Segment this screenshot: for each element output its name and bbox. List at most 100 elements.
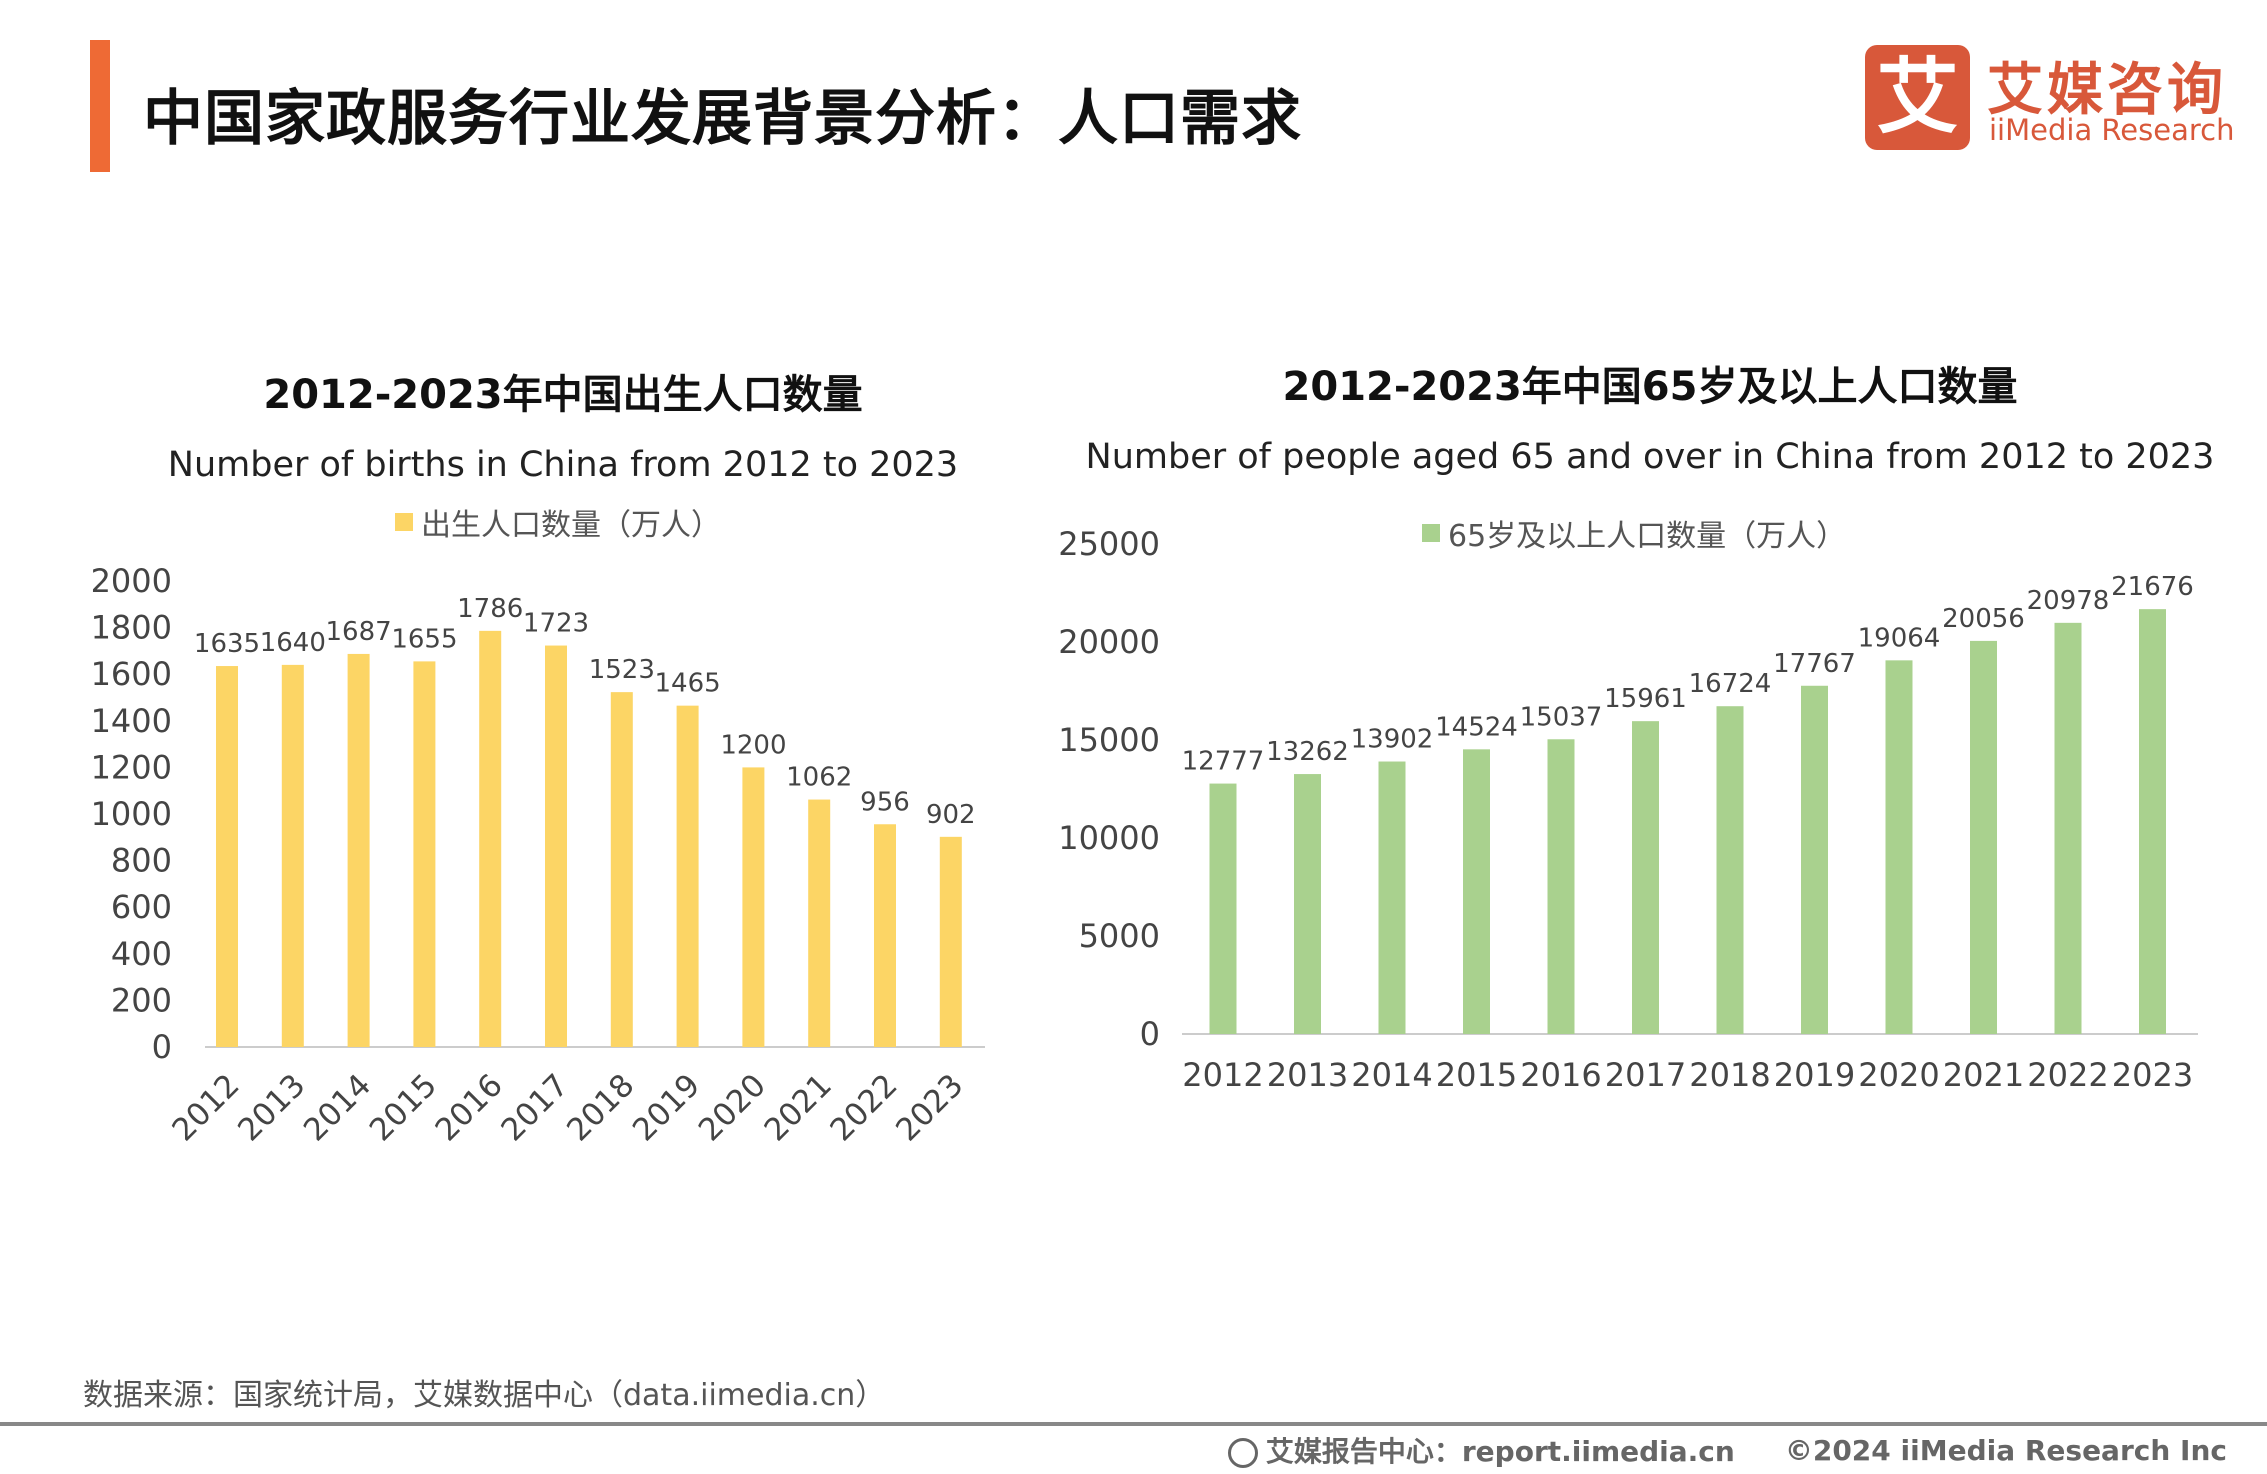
bar-2019 <box>1801 685 1828 1034</box>
y-tick-label: 25000 <box>1058 525 1160 563</box>
title-accent-bar <box>90 40 110 172</box>
chart-subtitle: Number of people aged 65 and over in Chi… <box>1086 437 2215 477</box>
data-label: 1723 <box>523 609 589 639</box>
y-tick-label: 2000 <box>91 562 172 600</box>
y-tick-label: 1600 <box>91 655 172 693</box>
x-tick-label: 2014 <box>1351 1056 1432 1094</box>
bar-2023 <box>2139 609 2166 1034</box>
x-tick-label: 2020 <box>692 1067 773 1148</box>
legend-label: 65岁及以上人口数量（万人） <box>1448 519 1846 554</box>
x-tick-label: 2012 <box>1182 1056 1263 1094</box>
globe-icon <box>1227 1438 1258 1468</box>
y-tick-label: 0 <box>1140 1015 1160 1053</box>
iimedia-logo: 艾 艾媒咨询 iiMedia Research <box>1865 45 2265 155</box>
y-tick-label: 800 <box>111 842 172 880</box>
data-label: 1786 <box>457 594 523 624</box>
bar-2021 <box>808 799 831 1047</box>
bar-2015 <box>413 661 436 1047</box>
x-tick-label: 2016 <box>429 1067 510 1148</box>
bar-2012 <box>216 666 238 1047</box>
data-label: 20056 <box>1942 604 2025 634</box>
data-label: 12777 <box>1182 747 1265 777</box>
bar-2022 <box>2054 622 2082 1034</box>
y-tick-label: 1800 <box>91 609 172 647</box>
data-label: 1523 <box>589 655 655 685</box>
x-tick-label: 2012 <box>165 1067 246 1148</box>
bar-2018 <box>610 692 633 1047</box>
chart-title: 2012-2023年中国出生人口数量 <box>263 372 862 418</box>
bar-2020 <box>742 767 765 1047</box>
y-tick-label: 400 <box>111 935 172 973</box>
bar-2016 <box>479 630 502 1047</box>
legend-label: 出生人口数量（万人） <box>421 508 721 543</box>
legend-swatch <box>395 513 413 531</box>
data-label: 19064 <box>1858 623 1941 653</box>
bar-2017 <box>1632 721 1659 1034</box>
x-tick-label: 2022 <box>823 1067 904 1148</box>
data-label: 1687 <box>326 617 392 647</box>
x-tick-label: 2023 <box>889 1067 970 1148</box>
legend-swatch <box>1422 524 1440 542</box>
data-label: 1465 <box>655 669 721 699</box>
bar-2019 <box>676 705 699 1047</box>
data-label: 1655 <box>391 624 457 654</box>
x-tick-label: 2020 <box>1858 1056 1939 1094</box>
footer-report-center: 艾媒报告中心：report.iimedia.cn <box>1227 1430 1735 1470</box>
x-tick-label: 2017 <box>494 1067 575 1148</box>
x-tick-label: 2021 <box>758 1067 839 1148</box>
data-label: 17767 <box>1773 649 1856 679</box>
data-label: 956 <box>860 787 910 817</box>
x-tick-label: 2015 <box>1436 1056 1517 1094</box>
report-center-text: 艾媒报告中心：report.iimedia.cn <box>1265 1435 1735 1468</box>
y-tick-label: 600 <box>111 888 172 926</box>
bar-2013 <box>1294 774 1321 1034</box>
data-label: 13262 <box>1266 737 1349 767</box>
data-label: 1200 <box>720 730 786 760</box>
x-tick-label: 2016 <box>1520 1056 1601 1094</box>
x-tick-label: 2015 <box>363 1067 444 1148</box>
y-tick-label: 10000 <box>1058 819 1160 857</box>
bar-2021 <box>1970 640 1997 1034</box>
footer-copyright: ©2024 iiMedia Research Inc <box>1784 1433 2227 1467</box>
data-label: 15037 <box>1520 702 1603 732</box>
data-label: 20978 <box>2027 586 2110 616</box>
chart-title: 2012-2023年中国65岁及以上人口数量 <box>1283 364 2018 410</box>
logo-mark: 艾 <box>1865 45 1970 150</box>
footer: 艾媒报告中心：report.iimedia.cn ©2024 iiMedia R… <box>1227 1430 2227 1470</box>
bar-2015 <box>1463 749 1490 1034</box>
chart-subtitle: Number of births in China from 2012 to 2… <box>168 445 958 485</box>
data-label: 1062 <box>786 763 852 793</box>
bar-2018 <box>1716 706 1744 1034</box>
x-tick-label: 2018 <box>560 1067 641 1148</box>
data-label: 16724 <box>1689 669 1772 699</box>
data-label: 21676 <box>2111 572 2194 602</box>
data-label: 13902 <box>1351 725 1434 755</box>
x-tick-label: 2022 <box>2027 1056 2108 1094</box>
y-tick-label: 200 <box>111 981 172 1019</box>
x-tick-label: 2017 <box>1605 1056 1686 1094</box>
data-label: 902 <box>926 800 976 830</box>
data-label: 14524 <box>1435 712 1518 742</box>
data-label: 1640 <box>260 628 326 658</box>
x-tick-label: 2023 <box>2112 1056 2193 1094</box>
bar-2017 <box>545 645 567 1047</box>
logo-name-cn: 艾媒咨询 <box>1987 58 2227 123</box>
footer-divider <box>0 1422 2267 1426</box>
y-tick-label: 15000 <box>1058 721 1160 759</box>
x-tick-label: 2013 <box>1267 1056 1348 1094</box>
page-title: 中国家政服务行业发展背景分析：人口需求 <box>143 84 1302 154</box>
bar-2022 <box>874 824 896 1047</box>
data-label: 1635 <box>194 629 260 659</box>
x-tick-label: 2013 <box>231 1067 312 1148</box>
bar-2012 <box>1209 783 1237 1034</box>
x-tick-label: 2014 <box>297 1067 378 1148</box>
bar-2014 <box>347 653 370 1047</box>
x-tick-label: 2018 <box>1689 1056 1770 1094</box>
y-tick-label: 1000 <box>91 795 172 833</box>
x-tick-label: 2019 <box>1774 1056 1855 1094</box>
x-tick-label: 2019 <box>626 1067 707 1148</box>
bar-2020 <box>1885 660 1913 1034</box>
y-tick-label: 1200 <box>91 748 172 786</box>
data-label: 15961 <box>1604 684 1687 714</box>
logo-name-en: iiMedia Research <box>1989 113 2235 147</box>
